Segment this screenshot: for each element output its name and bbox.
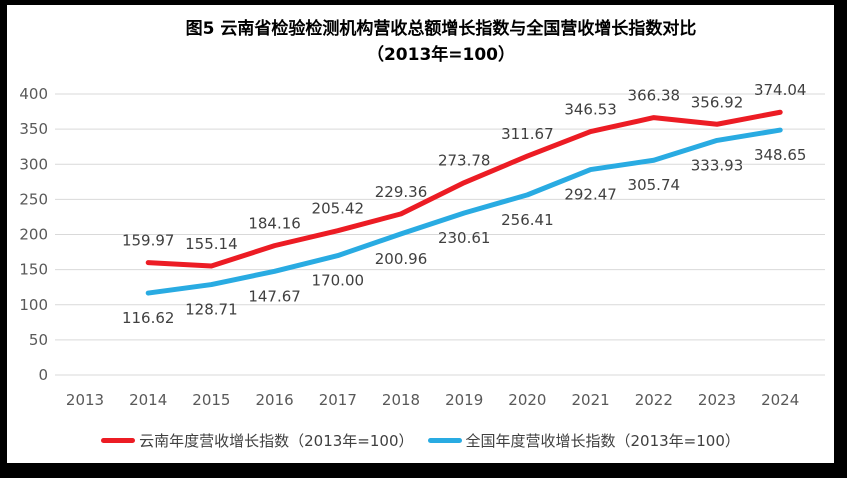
- x-axis-tick-label: 2016: [256, 391, 294, 409]
- x-axis-tick-label: 2021: [572, 391, 610, 409]
- data-label: 200.96: [375, 250, 428, 268]
- chart-legend: 云南年度营收增长指数（2013年=100） 全国年度营收增长指数（2013年=10…: [7, 430, 834, 451]
- y-axis-tick-label: 400: [19, 85, 48, 103]
- x-axis-tick-label: 2024: [761, 391, 799, 409]
- series-line-1: [145, 127, 783, 296]
- data-label: 147.67: [248, 287, 301, 305]
- line-chart-plot: 0 50 100 150 200 250 300 350 400 2013 2014 2015 2016…: [19, 81, 825, 409]
- data-label: 348.65: [754, 146, 807, 164]
- y-axis-tick-label: 150: [19, 261, 48, 279]
- data-label: 229.36: [375, 183, 428, 201]
- y-axis-tick-label: 100: [19, 296, 48, 314]
- data-label: 256.41: [501, 211, 554, 229]
- x-axis-tick-label: 2015: [192, 391, 230, 409]
- data-label: 159.97: [122, 232, 175, 250]
- data-label: 346.53: [564, 101, 617, 119]
- legend-swatch: [427, 438, 462, 443]
- x-axis-tick-label: 2013: [66, 391, 104, 409]
- data-label: 366.38: [628, 87, 681, 105]
- legend-item-0: 云南年度营收增长指数（2013年=100）: [101, 430, 414, 451]
- y-axis-tick-label: 350: [19, 120, 48, 138]
- chart-title: 图5 云南省检验检测机构营收总额增长指数与全国营收增长指数对比: [185, 19, 697, 39]
- x-axis-tick-label: 2017: [319, 391, 357, 409]
- data-label: 292.47: [564, 186, 617, 204]
- data-label: 184.16: [248, 215, 301, 233]
- legend-item-1: 全国年度营收增长指数（2013年=100）: [427, 430, 740, 451]
- data-label: 305.74: [628, 176, 681, 194]
- x-axis-tick-label: 2022: [635, 391, 673, 409]
- legend-label: 云南年度营收增长指数（2013年=100）: [139, 432, 414, 450]
- x-axis-tick-label: 2020: [508, 391, 546, 409]
- y-axis-tick-label: 0: [38, 366, 48, 384]
- legend-swatch: [101, 438, 136, 443]
- data-label: 205.42: [312, 200, 365, 218]
- chart-title-block: 图5 云南省检验检测机构营收总额增长指数与全国营收增长指数对比 （2013年=1…: [55, 16, 827, 69]
- y-axis-tick-label: 250: [19, 190, 48, 208]
- data-label: 155.14: [185, 235, 238, 253]
- x-axis-tick-label: 2019: [445, 391, 483, 409]
- data-label: 116.62: [122, 309, 175, 327]
- data-label: 230.61: [438, 229, 491, 247]
- y-axis-tick-label: 300: [19, 155, 48, 173]
- x-axis-tick-label: 2014: [129, 391, 167, 409]
- x-axis-tick-label: 2023: [698, 391, 736, 409]
- data-label: 356.92: [691, 93, 744, 111]
- legend-label: 全国年度营收增长指数（2013年=100）: [465, 432, 740, 450]
- chart-subtitle: （2013年=100）: [366, 45, 516, 66]
- data-label: 374.04: [754, 81, 807, 99]
- y-axis-tick-label: 200: [19, 226, 48, 244]
- y-axis-tick-label: 50: [29, 331, 48, 349]
- series-line-0: [145, 109, 783, 269]
- data-label: 170.00: [312, 272, 365, 290]
- data-label: 273.78: [438, 152, 491, 170]
- chart-card: 图5 云南省检验检测机构营收总额增长指数与全国营收增长指数对比 （2013年=1…: [7, 5, 834, 463]
- x-axis-tick-label: 2018: [382, 391, 420, 409]
- data-label: 333.93: [691, 156, 744, 174]
- data-label: 311.67: [501, 125, 554, 143]
- data-label: 128.71: [185, 301, 238, 319]
